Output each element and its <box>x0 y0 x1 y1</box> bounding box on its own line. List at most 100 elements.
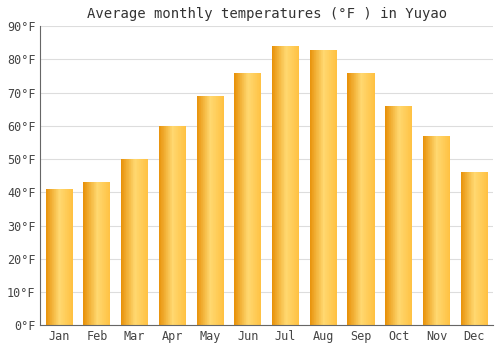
Bar <box>122 159 123 325</box>
Bar <box>212 96 213 325</box>
Bar <box>431 136 432 325</box>
Bar <box>236 73 237 325</box>
Bar <box>130 159 131 325</box>
Bar <box>246 73 247 325</box>
Bar <box>50 189 51 325</box>
Bar <box>211 96 212 325</box>
Bar <box>358 73 359 325</box>
Bar <box>400 106 401 325</box>
Bar <box>107 182 108 325</box>
Bar <box>91 182 92 325</box>
Bar <box>219 96 220 325</box>
Bar <box>183 126 184 325</box>
Bar <box>317 50 318 325</box>
Bar <box>59 189 60 325</box>
Bar <box>204 96 206 325</box>
Bar <box>178 126 179 325</box>
Bar <box>424 136 425 325</box>
Bar <box>199 96 200 325</box>
Bar <box>55 189 56 325</box>
Bar <box>221 96 222 325</box>
Bar <box>197 96 198 325</box>
Bar <box>287 46 288 325</box>
Bar <box>411 106 412 325</box>
Bar <box>172 126 173 325</box>
Bar <box>143 159 144 325</box>
Bar <box>446 136 448 325</box>
Bar <box>127 159 128 325</box>
Bar <box>131 159 132 325</box>
Bar <box>274 46 276 325</box>
Bar <box>98 182 99 325</box>
Bar <box>406 106 407 325</box>
Bar <box>216 96 217 325</box>
Bar <box>181 126 182 325</box>
Bar <box>315 50 316 325</box>
Bar <box>429 136 430 325</box>
Bar <box>460 173 462 325</box>
Bar <box>166 126 167 325</box>
Bar <box>435 136 436 325</box>
Bar <box>174 126 175 325</box>
Bar <box>220 96 221 325</box>
Bar <box>171 126 172 325</box>
Bar <box>385 106 386 325</box>
Bar <box>364 73 365 325</box>
Bar <box>401 106 402 325</box>
Bar <box>102 182 103 325</box>
Bar <box>476 173 477 325</box>
Bar <box>328 50 330 325</box>
Bar <box>84 182 86 325</box>
Bar <box>64 189 66 325</box>
Bar <box>316 50 317 325</box>
Bar <box>296 46 297 325</box>
Bar <box>86 182 88 325</box>
Bar <box>471 173 472 325</box>
Bar <box>468 173 469 325</box>
Bar <box>57 189 58 325</box>
Bar <box>62 189 63 325</box>
Bar <box>432 136 433 325</box>
Bar <box>165 126 166 325</box>
Bar <box>96 182 97 325</box>
Bar <box>90 182 91 325</box>
Bar <box>479 173 480 325</box>
Bar <box>392 106 394 325</box>
Bar <box>196 96 197 325</box>
Bar <box>478 173 479 325</box>
Bar <box>129 159 130 325</box>
Bar <box>138 159 140 325</box>
Bar <box>326 50 328 325</box>
Bar <box>311 50 312 325</box>
Bar <box>106 182 107 325</box>
Bar <box>290 46 291 325</box>
Bar <box>218 96 219 325</box>
Bar <box>368 73 369 325</box>
Bar <box>47 189 48 325</box>
Bar <box>63 189 64 325</box>
Bar <box>253 73 254 325</box>
Bar <box>68 189 70 325</box>
Bar <box>442 136 444 325</box>
Bar <box>314 50 315 325</box>
Bar <box>469 173 470 325</box>
Bar <box>363 73 364 325</box>
Bar <box>409 106 410 325</box>
Bar <box>485 173 486 325</box>
Bar <box>486 173 487 325</box>
Bar <box>433 136 434 325</box>
Bar <box>238 73 239 325</box>
Bar <box>142 159 143 325</box>
Bar <box>202 96 203 325</box>
Bar <box>208 96 210 325</box>
Bar <box>163 126 164 325</box>
Bar <box>470 173 471 325</box>
Bar <box>398 106 400 325</box>
Bar <box>99 182 100 325</box>
Bar <box>319 50 320 325</box>
Bar <box>94 182 95 325</box>
Bar <box>293 46 294 325</box>
Bar <box>396 106 398 325</box>
Bar <box>332 50 333 325</box>
Bar <box>334 50 335 325</box>
